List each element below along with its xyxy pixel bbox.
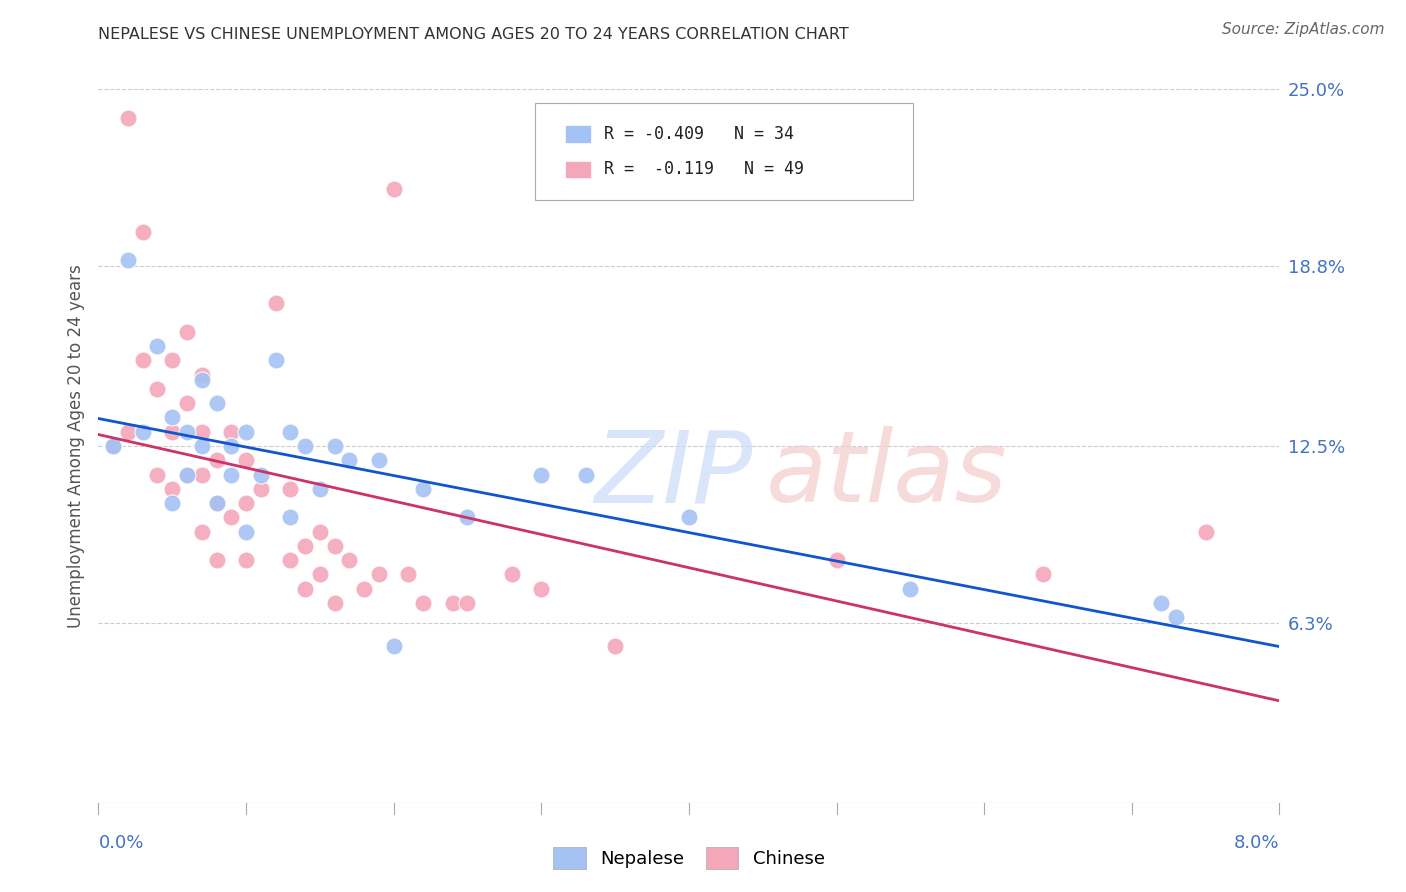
Text: R =  -0.119   N = 49: R = -0.119 N = 49 (605, 161, 804, 178)
Point (264, 296, 287, 310)
Point (323, 539, 346, 553)
Point (205, 553, 228, 567)
Point (1194, 524, 1216, 539)
Point (117, 253, 139, 268)
Point (278, 553, 301, 567)
Text: Source: ZipAtlas.com: Source: ZipAtlas.com (1222, 22, 1385, 37)
Point (898, 582, 921, 596)
Point (278, 510, 301, 524)
FancyBboxPatch shape (536, 103, 914, 200)
Point (294, 439, 316, 453)
Point (294, 539, 316, 553)
Point (191, 373, 214, 387)
Point (162, 425, 183, 439)
Point (412, 596, 434, 610)
Point (294, 582, 316, 596)
Text: 0.0%: 0.0% (98, 834, 143, 852)
Point (530, 582, 553, 596)
Point (678, 510, 700, 524)
Text: NEPALESE VS CHINESE UNEMPLOYMENT AMONG AGES 20 TO 24 YEARS CORRELATION CHART: NEPALESE VS CHINESE UNEMPLOYMENT AMONG A… (98, 27, 849, 42)
Point (235, 496, 257, 510)
Point (205, 496, 228, 510)
Point (337, 453, 360, 467)
Point (323, 439, 346, 453)
Text: ZIP: ZIP (595, 426, 752, 523)
Point (250, 467, 273, 482)
Point (176, 325, 198, 339)
Point (132, 425, 155, 439)
Point (162, 410, 183, 425)
Point (382, 182, 405, 196)
Point (117, 111, 139, 125)
Point (337, 553, 360, 567)
Point (308, 567, 332, 582)
Point (235, 453, 257, 467)
Point (146, 382, 169, 396)
Point (367, 567, 389, 582)
Point (103, 439, 124, 453)
Point (456, 510, 478, 524)
Legend: Nepalese, Chinese: Nepalese, Chinese (546, 839, 832, 876)
Point (176, 425, 198, 439)
Point (235, 425, 257, 439)
Point (367, 453, 389, 467)
Point (308, 524, 332, 539)
Point (176, 467, 198, 482)
Point (441, 596, 464, 610)
Point (176, 396, 198, 410)
Point (323, 596, 346, 610)
Point (219, 510, 242, 524)
Point (162, 496, 183, 510)
Point (1032, 567, 1054, 582)
Point (501, 567, 523, 582)
FancyBboxPatch shape (565, 161, 591, 178)
Point (219, 425, 242, 439)
Point (412, 482, 434, 496)
Point (191, 439, 214, 453)
Point (162, 482, 183, 496)
Point (132, 353, 155, 368)
Point (191, 524, 214, 539)
Point (456, 596, 478, 610)
Point (353, 582, 375, 596)
Point (191, 467, 214, 482)
Point (264, 353, 287, 368)
Point (278, 482, 301, 496)
Point (132, 225, 155, 239)
Point (278, 425, 301, 439)
Point (1150, 596, 1173, 610)
Point (574, 467, 596, 482)
Point (382, 639, 405, 653)
Point (1164, 610, 1187, 624)
Point (308, 482, 332, 496)
Point (235, 553, 257, 567)
Text: 8.0%: 8.0% (1234, 834, 1279, 852)
Text: R = -0.409   N = 34: R = -0.409 N = 34 (605, 125, 794, 143)
Point (146, 467, 169, 482)
Point (146, 339, 169, 353)
Point (117, 425, 139, 439)
Point (205, 496, 228, 510)
Point (250, 482, 273, 496)
Point (176, 467, 198, 482)
Point (162, 353, 183, 368)
Point (825, 553, 848, 567)
Point (103, 439, 124, 453)
Point (205, 453, 228, 467)
Point (191, 425, 214, 439)
Point (205, 396, 228, 410)
Y-axis label: Unemployment Among Ages 20 to 24 years: Unemployment Among Ages 20 to 24 years (66, 264, 84, 628)
Point (235, 524, 257, 539)
Point (530, 467, 553, 482)
Point (191, 368, 214, 382)
Point (219, 467, 242, 482)
Point (396, 567, 419, 582)
Point (605, 639, 627, 653)
Point (219, 439, 242, 453)
FancyBboxPatch shape (565, 126, 591, 143)
Text: atlas: atlas (766, 426, 1007, 523)
